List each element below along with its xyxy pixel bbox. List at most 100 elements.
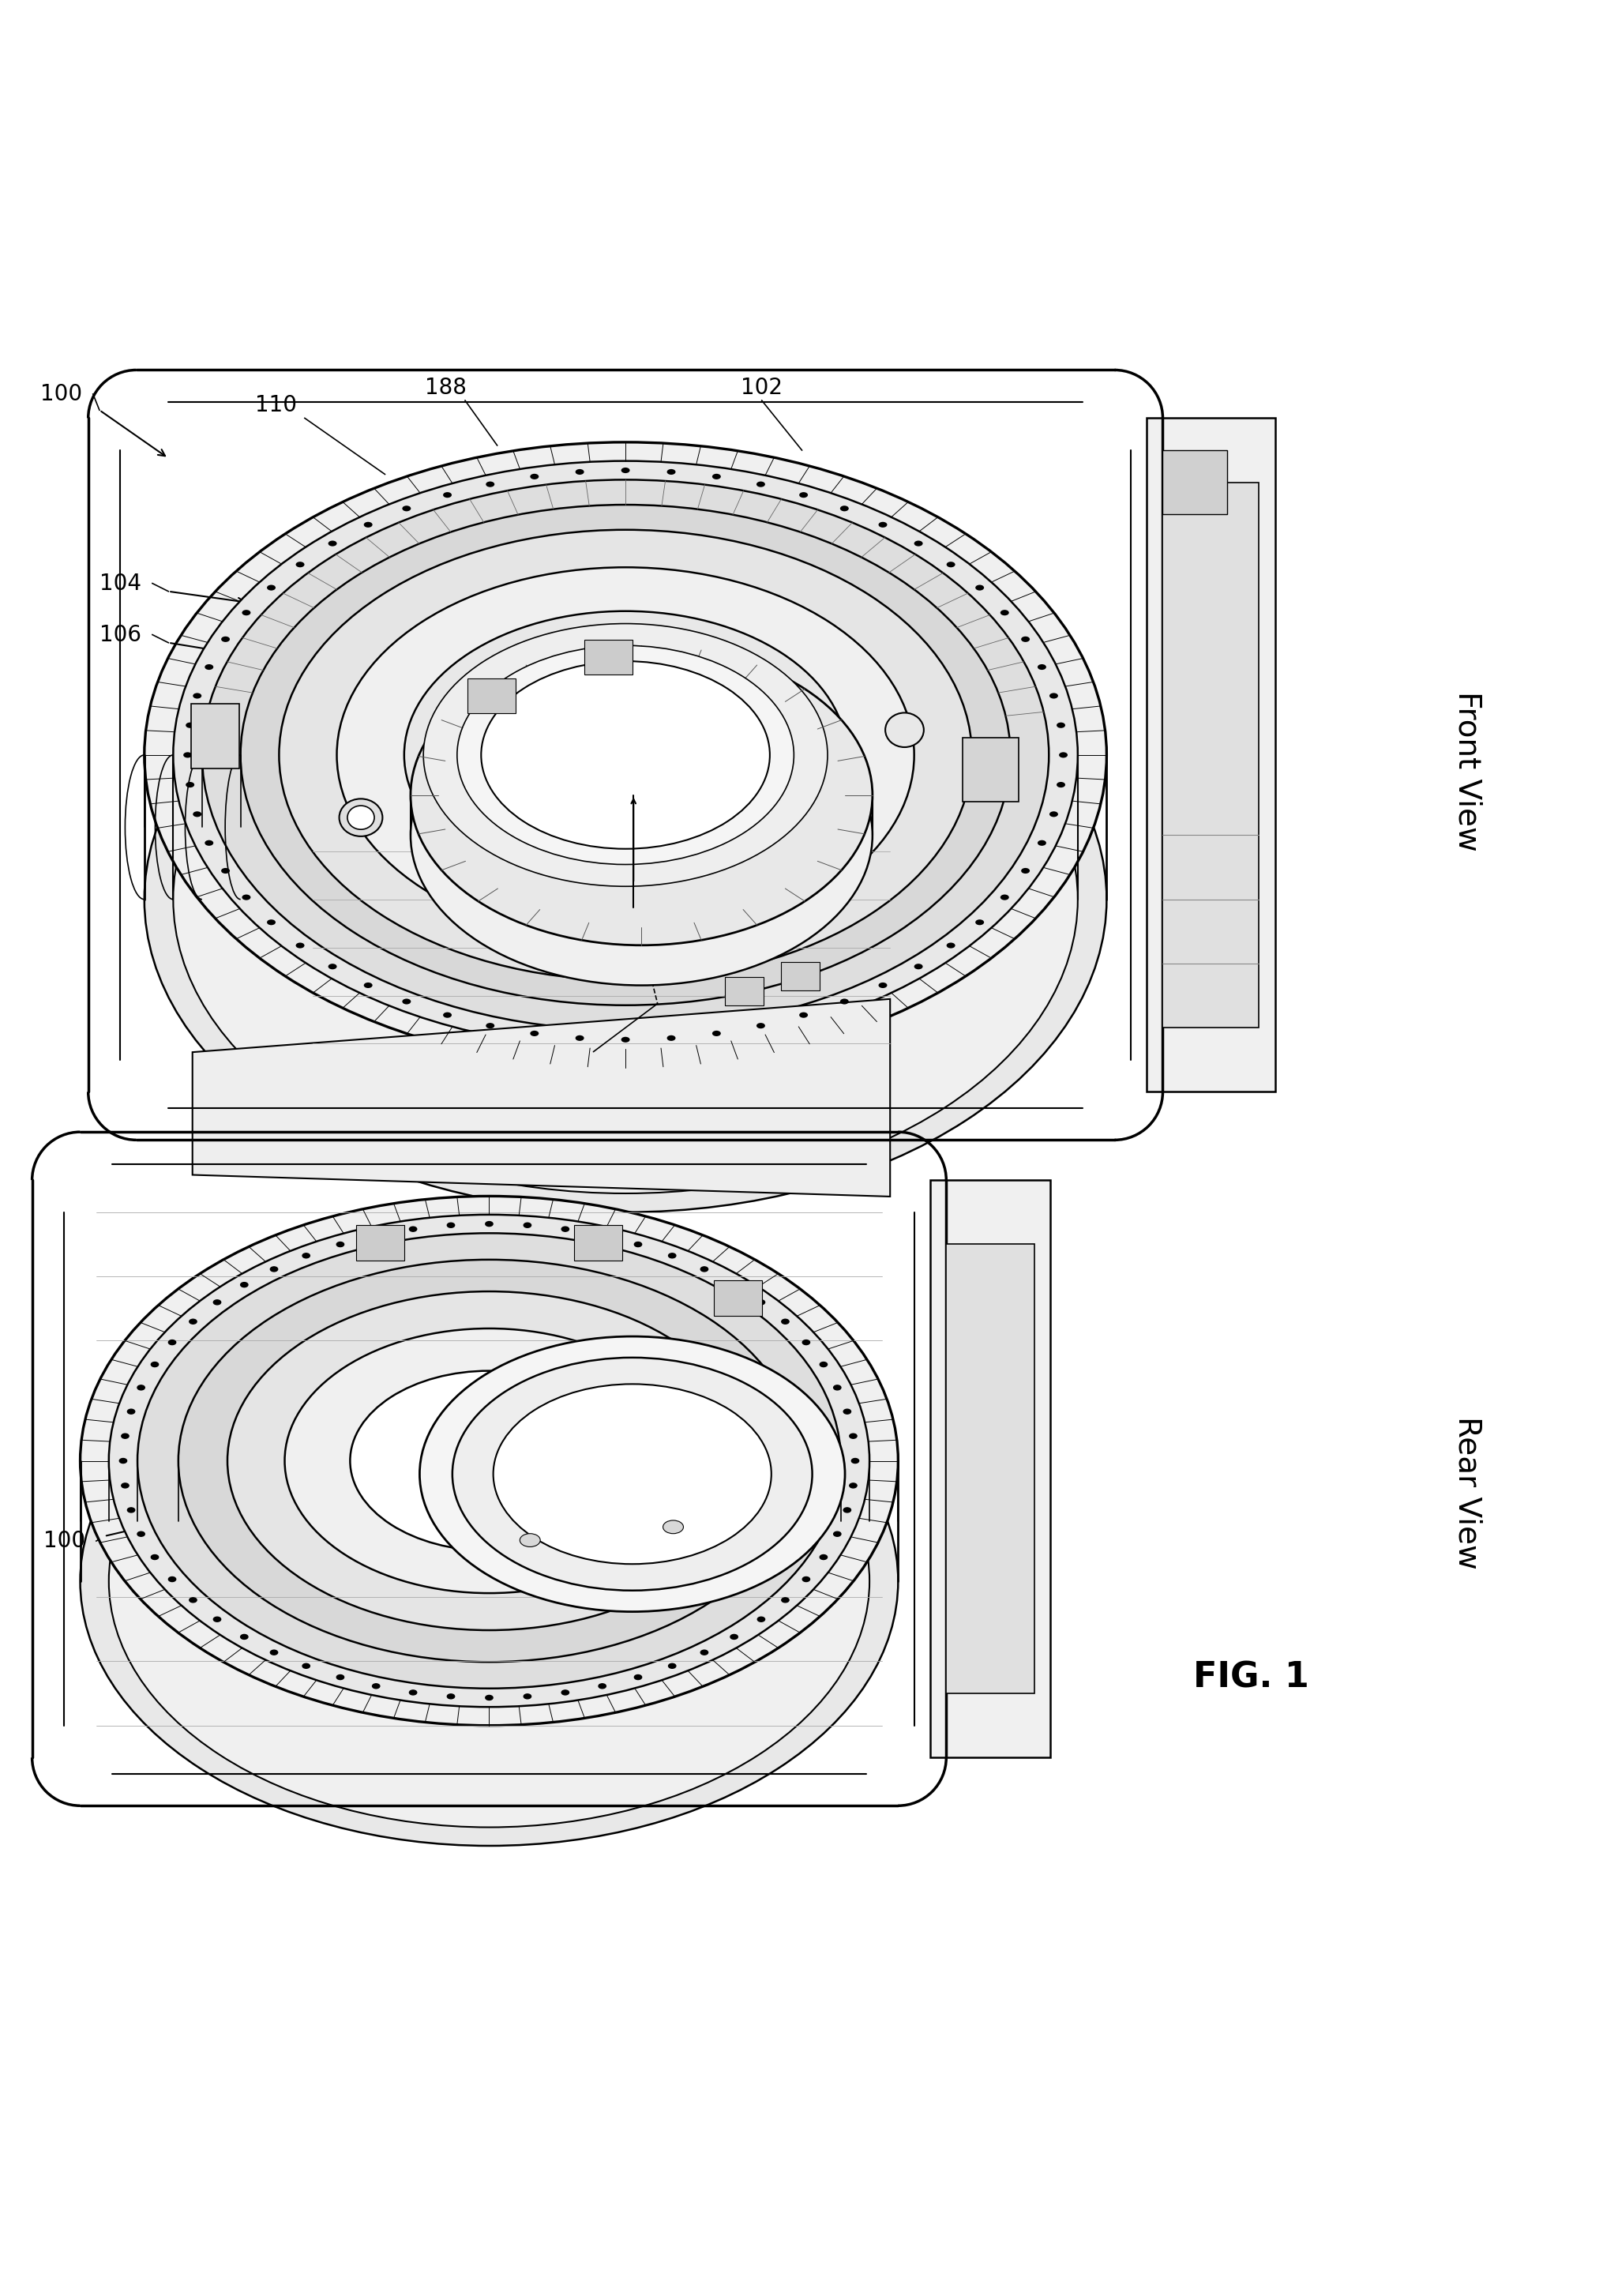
Polygon shape — [946, 1244, 1034, 1694]
Text: 108: 108 — [697, 895, 739, 918]
Ellipse shape — [802, 1341, 810, 1345]
Ellipse shape — [138, 1531, 144, 1536]
Ellipse shape — [834, 1384, 840, 1389]
Ellipse shape — [798, 1013, 808, 1017]
Ellipse shape — [667, 1035, 675, 1040]
Ellipse shape — [668, 1665, 675, 1669]
Ellipse shape — [178, 1261, 800, 1662]
Text: Front View: Front View — [1452, 691, 1481, 852]
Ellipse shape — [402, 999, 410, 1003]
Polygon shape — [962, 737, 1018, 801]
Ellipse shape — [519, 1534, 540, 1548]
Ellipse shape — [914, 540, 922, 546]
Polygon shape — [930, 1180, 1050, 1756]
Ellipse shape — [271, 1267, 277, 1272]
Ellipse shape — [975, 585, 984, 590]
Ellipse shape — [561, 1690, 569, 1694]
Ellipse shape — [337, 1242, 343, 1247]
Text: FIG. 1: FIG. 1 — [1193, 1660, 1308, 1694]
Ellipse shape — [410, 645, 872, 946]
Ellipse shape — [531, 1031, 539, 1035]
Ellipse shape — [729, 1283, 737, 1288]
Ellipse shape — [729, 1635, 737, 1639]
Text: 100: 100 — [40, 383, 82, 404]
Ellipse shape — [119, 1458, 127, 1463]
Ellipse shape — [122, 1433, 128, 1437]
Ellipse shape — [192, 810, 202, 817]
Text: 140: 140 — [906, 739, 947, 762]
Ellipse shape — [486, 1694, 492, 1699]
Text: 104: 104 — [152, 1476, 194, 1499]
Ellipse shape — [423, 625, 827, 886]
Ellipse shape — [486, 482, 494, 487]
Ellipse shape — [914, 964, 922, 969]
Ellipse shape — [122, 1483, 128, 1488]
Ellipse shape — [975, 918, 984, 925]
Ellipse shape — [843, 1508, 851, 1513]
Ellipse shape — [635, 1674, 641, 1681]
Ellipse shape — [364, 521, 372, 528]
Ellipse shape — [338, 799, 382, 836]
Ellipse shape — [240, 1283, 248, 1288]
Ellipse shape — [202, 480, 1048, 1031]
Ellipse shape — [279, 530, 971, 980]
Polygon shape — [713, 1281, 761, 1316]
Ellipse shape — [840, 999, 848, 1003]
Ellipse shape — [303, 1254, 309, 1258]
Ellipse shape — [144, 443, 1106, 1068]
Ellipse shape — [420, 1336, 845, 1612]
Text: 110: 110 — [255, 395, 297, 416]
Ellipse shape — [192, 693, 202, 698]
Polygon shape — [1146, 418, 1274, 1093]
Ellipse shape — [840, 505, 848, 512]
Ellipse shape — [452, 1357, 811, 1591]
Ellipse shape — [781, 1598, 789, 1603]
Ellipse shape — [885, 712, 923, 746]
Ellipse shape — [802, 1577, 810, 1582]
Ellipse shape — [1037, 840, 1045, 845]
Ellipse shape — [127, 1508, 135, 1513]
Ellipse shape — [295, 563, 305, 567]
Ellipse shape — [266, 918, 276, 925]
Ellipse shape — [575, 468, 583, 475]
Ellipse shape — [138, 1384, 144, 1389]
Ellipse shape — [757, 1616, 765, 1621]
Ellipse shape — [531, 473, 539, 480]
Polygon shape — [1162, 482, 1258, 1029]
Ellipse shape — [80, 1316, 898, 1846]
Text: 106: 106 — [152, 1442, 194, 1465]
Ellipse shape — [946, 944, 955, 948]
Ellipse shape — [1056, 723, 1064, 728]
Polygon shape — [1162, 450, 1226, 514]
Ellipse shape — [486, 1221, 492, 1226]
Ellipse shape — [168, 1577, 176, 1582]
Ellipse shape — [851, 1458, 859, 1463]
Text: 104: 104 — [99, 572, 141, 595]
Ellipse shape — [668, 1254, 675, 1258]
Ellipse shape — [635, 1242, 641, 1247]
Ellipse shape — [337, 1674, 343, 1681]
Ellipse shape — [402, 505, 410, 512]
Text: 108: 108 — [585, 847, 627, 870]
Ellipse shape — [850, 1433, 856, 1437]
Text: 102: 102 — [377, 1630, 418, 1653]
Ellipse shape — [109, 1215, 869, 1706]
Ellipse shape — [1037, 664, 1045, 670]
Ellipse shape — [409, 1226, 417, 1231]
Ellipse shape — [138, 1233, 840, 1688]
Ellipse shape — [442, 491, 452, 498]
Ellipse shape — [205, 840, 213, 845]
Polygon shape — [466, 677, 515, 714]
Text: 188: 188 — [425, 377, 466, 400]
Ellipse shape — [213, 1616, 221, 1621]
Ellipse shape — [144, 585, 1106, 1212]
Ellipse shape — [266, 585, 276, 590]
Ellipse shape — [843, 1410, 851, 1414]
Ellipse shape — [712, 1031, 720, 1035]
Ellipse shape — [524, 1224, 531, 1228]
Ellipse shape — [151, 1554, 159, 1559]
Ellipse shape — [189, 1320, 197, 1325]
Ellipse shape — [186, 783, 194, 788]
Ellipse shape — [447, 1694, 454, 1699]
Ellipse shape — [1048, 693, 1058, 698]
